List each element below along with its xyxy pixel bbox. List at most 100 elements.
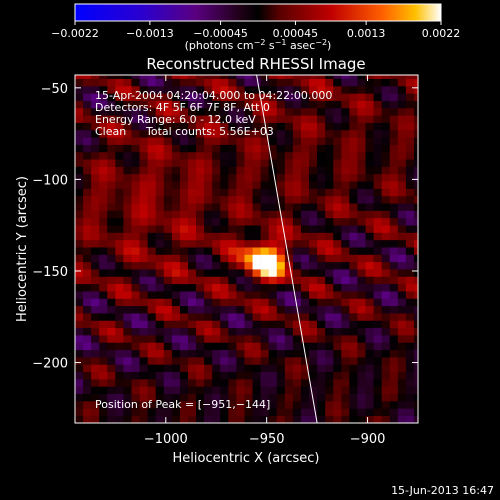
heatmap-cell <box>397 393 407 402</box>
heatmap-cell <box>220 283 229 292</box>
heatmap-cell <box>276 371 286 380</box>
heatmap-cell <box>413 137 418 145</box>
heatmap-cell <box>292 313 302 321</box>
heatmap-cell <box>413 261 418 270</box>
heatmap-cell <box>220 159 229 167</box>
heatmap-cell <box>300 247 310 255</box>
heatmap-cell <box>75 254 84 263</box>
heatmap-cell <box>171 159 181 167</box>
heatmap-cell <box>123 349 132 358</box>
heatmap-cell <box>365 75 374 79</box>
heatmap-cell <box>317 181 326 189</box>
heatmap-cell <box>220 100 229 109</box>
heatmap-cell <box>333 261 342 270</box>
heatmap-cell <box>405 122 415 131</box>
heatmap-cell <box>99 247 108 255</box>
heatmap-cell <box>397 276 407 285</box>
heatmap-cell <box>252 261 261 270</box>
heatmap-cell <box>83 349 92 358</box>
heatmap-cell <box>309 129 318 138</box>
heatmap-cell <box>397 100 407 109</box>
heatmap-cell <box>413 269 418 277</box>
heatmap-cell <box>309 85 318 94</box>
heatmap-cell <box>244 393 253 402</box>
heatmap-cell <box>131 78 140 87</box>
heatmap-cell <box>75 283 84 292</box>
heatmap-cell <box>91 276 100 285</box>
heatmap-cell <box>187 217 197 226</box>
heatmap-cell <box>325 225 334 233</box>
heatmap-cell <box>381 349 391 358</box>
heatmap-cell <box>252 298 261 307</box>
heatmap-cell <box>236 393 245 402</box>
heatmap-cell <box>147 276 157 285</box>
heatmap-cell <box>260 181 269 189</box>
heatmap-cell <box>163 78 173 87</box>
heatmap-cell <box>357 305 366 314</box>
heatmap-cell <box>365 357 374 365</box>
heatmap-cell <box>292 393 302 402</box>
heatmap-cell <box>163 276 173 285</box>
heatmap-cell <box>163 166 173 175</box>
heatmap-cell <box>389 122 399 131</box>
heatmap-cell <box>91 349 100 358</box>
heatmap-cell <box>317 225 326 233</box>
heatmap-cell <box>91 269 100 277</box>
heatmap-cell <box>413 327 418 336</box>
heatmap-cell <box>309 261 318 270</box>
heatmap-cell <box>365 144 374 153</box>
heatmap-cell <box>333 129 342 138</box>
heatmap-cell <box>115 122 124 131</box>
heatmap-cell <box>341 371 350 380</box>
heatmap-cell <box>381 210 391 219</box>
heatmap-cell <box>268 283 278 292</box>
heatmap-cell <box>212 144 221 153</box>
heatmap-cell <box>317 379 326 387</box>
heatmap-cell <box>139 379 148 387</box>
heatmap-cell <box>204 225 213 233</box>
heatmap-cell <box>131 195 140 204</box>
heatmap-cell <box>365 305 374 314</box>
heatmap-cell <box>373 188 382 197</box>
heatmap-cell <box>75 291 84 299</box>
heatmap-cell <box>99 269 108 277</box>
heatmap-cell <box>333 305 342 314</box>
heatmap-cell <box>381 151 391 160</box>
heatmap-cell <box>123 298 132 307</box>
heatmap-cell <box>163 100 173 109</box>
heatmap-cell <box>268 217 278 226</box>
heatmap-cell <box>333 364 342 373</box>
heatmap-cell <box>397 379 407 387</box>
heatmap-cell <box>187 247 197 255</box>
heatmap-cell <box>357 115 366 123</box>
heatmap-cell <box>252 379 261 387</box>
heatmap-cell <box>196 247 205 255</box>
heatmap-cell <box>309 298 318 307</box>
heatmap-cell <box>204 93 213 101</box>
heatmap-cell <box>397 210 407 219</box>
heatmap-cell <box>413 371 418 380</box>
heatmap-cell <box>397 364 407 373</box>
heatmap-cell <box>325 173 334 182</box>
heatmap-cell <box>381 232 391 241</box>
heatmap-cell <box>171 283 181 292</box>
heatmap-cell <box>187 173 197 182</box>
heatmap-cell <box>389 217 399 226</box>
heatmap-cell <box>244 342 253 351</box>
heatmap-cell <box>300 188 310 197</box>
heatmap-cell <box>300 254 310 263</box>
heatmap-cell <box>171 129 181 138</box>
heatmap-cell <box>349 364 358 373</box>
heatmap-cell <box>244 181 253 189</box>
heatmap-cell <box>292 137 302 145</box>
heatmap-cell <box>260 217 269 226</box>
heatmap-cell <box>317 203 326 211</box>
heatmap-cell <box>317 129 326 138</box>
heatmap-cell <box>83 269 92 277</box>
heatmap-cell <box>179 107 189 116</box>
heatmap-cell <box>284 305 294 314</box>
heatmap-cell <box>405 386 415 394</box>
heatmap-cell <box>252 100 261 109</box>
heatmap-cell <box>179 269 189 277</box>
